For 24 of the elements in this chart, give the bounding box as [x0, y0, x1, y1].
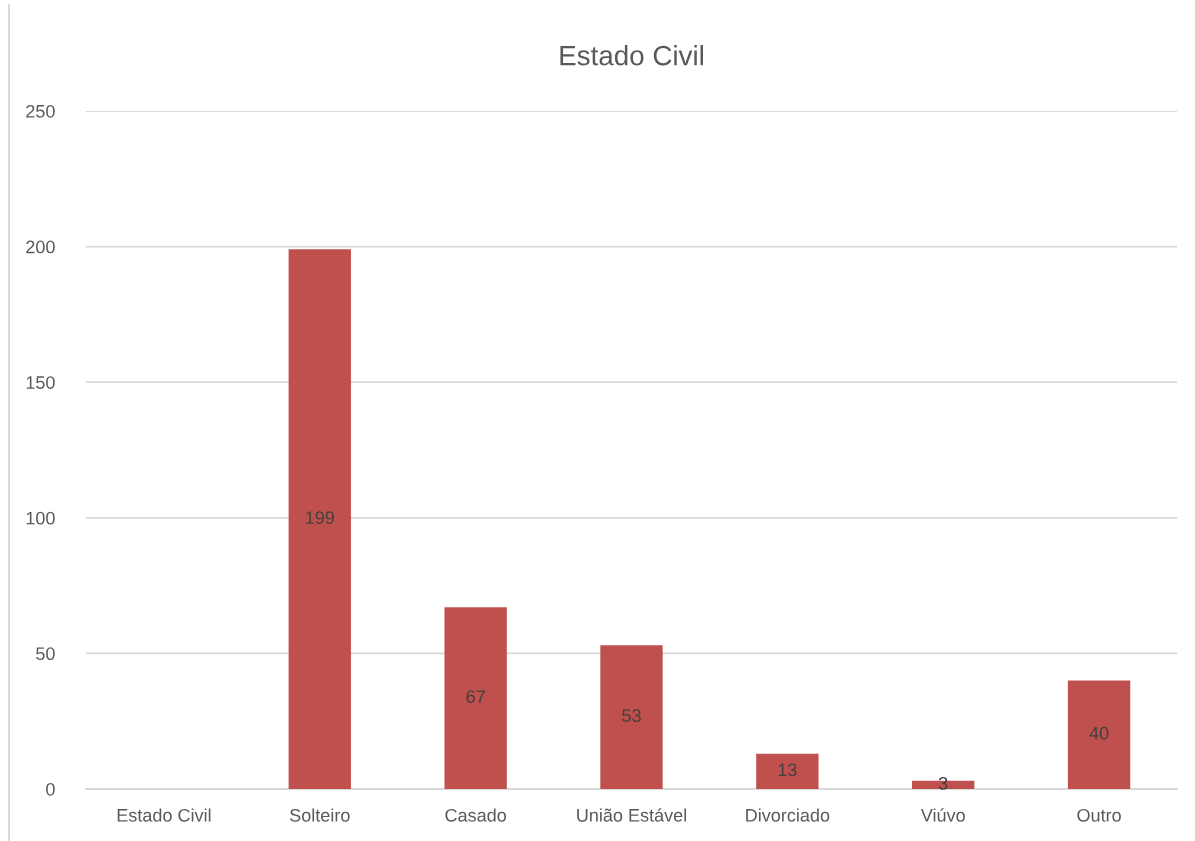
x-tick-label: Solteiro [290, 808, 350, 822]
data-label: 40 [1089, 726, 1109, 740]
y-tick-label: 250 [26, 104, 55, 118]
y-tick-label: 200 [26, 240, 55, 254]
x-tick-label: Divorciado [746, 808, 830, 822]
bar [444, 607, 507, 789]
x-tick-label: Viúvo [920, 808, 965, 822]
y-tick-label: 100 [26, 511, 55, 525]
bar [288, 249, 351, 789]
x-tick-label: União Estável [577, 808, 686, 822]
y-tick-label: 0 [46, 782, 55, 796]
data-label: 67 [466, 690, 485, 703]
y-tick-label: 150 [26, 376, 55, 389]
data-label: 13 [778, 763, 797, 777]
bar [1067, 680, 1131, 789]
y-tick-label: 50 [36, 647, 55, 661]
chart-title: Estado Civil [560, 45, 703, 66]
bar [600, 645, 663, 789]
x-tick-label: Outro [1077, 808, 1121, 822]
x-tick-label: Casado [445, 808, 506, 822]
x-tick-label: Estado Civil [117, 808, 211, 822]
data-label: 199 [306, 511, 334, 524]
data-label: 53 [622, 709, 641, 722]
bar [756, 753, 819, 789]
